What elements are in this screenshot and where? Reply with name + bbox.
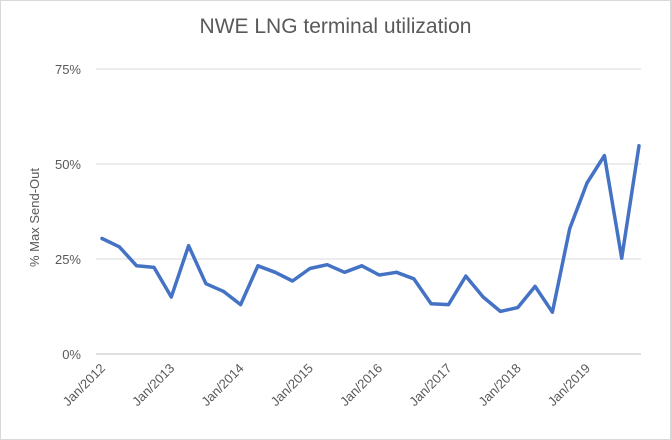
data-point: [447, 303, 450, 307]
chart-title: NWE LNG terminal utilization: [199, 15, 472, 38]
x-tick-label: Jan/2012: [60, 361, 108, 409]
data-point: [516, 306, 520, 310]
data-point: [585, 181, 589, 185]
data-point: [325, 263, 329, 267]
data-point: [412, 277, 416, 281]
x-tick-label: Jan/2013: [129, 361, 177, 409]
data-point: [533, 284, 537, 288]
y-axis-ticks: 0% 25% 50% 75%: [55, 62, 81, 362]
data-point: [221, 289, 225, 293]
data-point: [100, 237, 104, 240]
data-point: [464, 274, 468, 278]
x-tick-label: Jan/2015: [268, 361, 316, 409]
data-point: [568, 227, 572, 231]
x-axis-ticks: Jan/2012 Jan/2013 Jan/2014 Jan/2015 Jan/2016…: [60, 361, 593, 409]
data-point: [187, 244, 191, 248]
data-point: [360, 264, 364, 268]
y-axis-label: % Max Send-Out: [27, 168, 42, 267]
data-point: [343, 270, 346, 274]
data-point: [152, 265, 156, 269]
data-point: [620, 256, 624, 260]
data-point: [204, 282, 208, 286]
y-tick-label: 50%: [55, 157, 81, 172]
data-point: [291, 279, 294, 283]
y-tick-label: 0%: [62, 347, 81, 362]
data-point: [498, 309, 502, 313]
data-point: [169, 295, 173, 299]
x-tick-label: Jan/2019: [545, 361, 593, 409]
data-point: [239, 303, 243, 307]
data-point: [377, 273, 381, 277]
data-point: [308, 267, 312, 270]
series-line: [100, 144, 641, 314]
x-tick-label: Jan/2018: [475, 361, 523, 409]
data-point: [117, 245, 121, 249]
data-point: [637, 144, 641, 148]
data-point: [602, 154, 606, 158]
x-tick-label: Jan/2017: [406, 361, 454, 409]
gridlines: [96, 68, 641, 355]
x-tick-label: Jan/2016: [337, 361, 385, 409]
data-point: [273, 270, 277, 274]
data-point: [395, 270, 398, 274]
y-tick-label: 25%: [55, 252, 81, 267]
x-tick-label: Jan/2014: [198, 361, 246, 409]
series-layer: [100, 144, 641, 314]
data-point: [135, 264, 139, 268]
data-point: [550, 310, 554, 314]
y-tick-label: 75%: [55, 62, 81, 77]
data-point: [256, 264, 260, 268]
data-point: [481, 295, 485, 299]
data-point: [429, 302, 433, 306]
